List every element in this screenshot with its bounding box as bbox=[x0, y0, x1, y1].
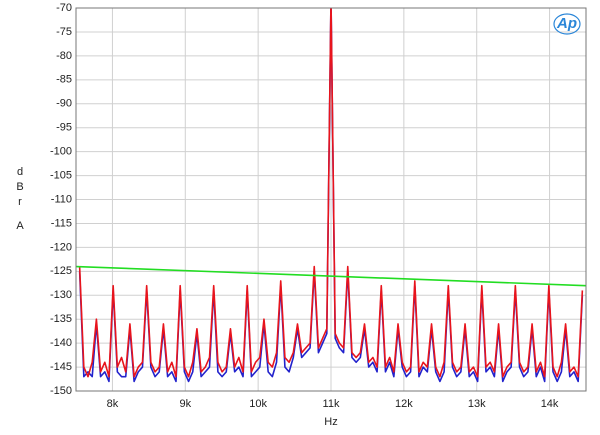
x-tick-label: 8k bbox=[107, 398, 119, 410]
series-line bbox=[76, 265, 586, 287]
y-tick-label: -140 bbox=[50, 337, 72, 349]
logo-ring bbox=[553, 13, 581, 35]
x-tick-label: 10k bbox=[249, 398, 267, 410]
series-layer bbox=[76, 8, 586, 383]
y-tick-label: -100 bbox=[50, 146, 72, 158]
x-axis-label: Hz bbox=[324, 416, 337, 428]
x-tick-label: 14k bbox=[541, 398, 559, 410]
y-tick-label: -70 bbox=[56, 2, 72, 14]
x-tick-label: 13k bbox=[468, 398, 486, 410]
y-axis-label: dBr bbox=[14, 166, 26, 211]
y-tick-label: -90 bbox=[56, 98, 72, 110]
series-line bbox=[78, 8, 584, 378]
x-tick-label: 12k bbox=[395, 398, 413, 410]
y-tick-label: -135 bbox=[50, 313, 72, 325]
y-tick-label: -105 bbox=[50, 169, 72, 181]
x-tick-label: 9k bbox=[179, 398, 191, 410]
y-tick-label: -115 bbox=[51, 217, 72, 229]
y-tick-label: -150 bbox=[50, 385, 72, 397]
y-axis-label: A bbox=[14, 220, 26, 235]
y-tick-label: -80 bbox=[56, 50, 72, 62]
y-tick-label: -85 bbox=[56, 74, 72, 86]
tick-labels: -150 -145 -140 -135 -130 -125 -120 -115 -110 -105… bbox=[50, 2, 559, 410]
y-tick-label: -75 bbox=[56, 26, 72, 38]
y-tick-label: -110 bbox=[51, 193, 72, 205]
y-tick-label: -145 bbox=[50, 361, 72, 373]
logo: Ap bbox=[556, 15, 577, 32]
y-tick-label: -95 bbox=[56, 122, 72, 134]
y-tick-label: -125 bbox=[50, 265, 72, 277]
y-tick-label: -120 bbox=[50, 241, 72, 253]
y-tick-label: -130 bbox=[50, 289, 72, 301]
x-tick-label: 11k bbox=[323, 398, 340, 410]
plot-frame bbox=[75, 7, 587, 392]
